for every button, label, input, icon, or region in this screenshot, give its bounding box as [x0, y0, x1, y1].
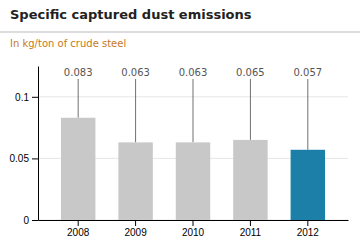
- x-tick: 2008: [67, 220, 90, 238]
- bar: [118, 142, 152, 220]
- x-tick-mark: [135, 220, 136, 226]
- data-label: 0.063: [179, 67, 208, 78]
- y-axis: 0 0.05 0.1: [10, 67, 39, 226]
- x-axis: 2008 2009 2010 2011 2012: [39, 220, 349, 238]
- separator: [0, 32, 360, 33]
- data-label: 0.057: [293, 67, 322, 78]
- x-tick-mark: [78, 220, 79, 226]
- bar: [233, 140, 267, 220]
- leader-line: [250, 79, 251, 140]
- plot-area: [61, 79, 325, 220]
- data-label: 0.063: [121, 67, 150, 78]
- title: Specific captured dust emissions: [10, 7, 252, 22]
- x-tick-label: 2008: [67, 227, 90, 238]
- x-tick: 2009: [124, 220, 147, 238]
- leader-line: [193, 79, 194, 142]
- data-labels: 0.083 0.063 0.063 0.065 0.057: [64, 67, 322, 78]
- y-tick: 0.05: [10, 153, 38, 164]
- bar: [61, 118, 95, 220]
- x-tick-mark: [193, 220, 194, 226]
- bar: [291, 150, 325, 220]
- x-tick: 2010: [182, 220, 205, 238]
- leader-line: [307, 79, 308, 150]
- leader-line: [135, 79, 136, 142]
- y-tick-mark: [32, 158, 38, 159]
- y-axis-line: [38, 67, 39, 221]
- y-tick: 0.1: [15, 92, 38, 103]
- x-tick-label: 2010: [182, 227, 205, 238]
- x-tick: 2012: [297, 220, 320, 238]
- data-label: 0.083: [64, 67, 93, 78]
- leader-line: [78, 79, 79, 118]
- x-tick-label: 2011: [240, 227, 262, 238]
- data-label: 0.065: [236, 67, 265, 78]
- subtitle: In kg/ton of crude steel: [10, 38, 126, 49]
- x-tick-mark: [250, 220, 251, 226]
- y-tick-mark: [32, 97, 38, 98]
- x-tick-label: 2009: [124, 227, 147, 238]
- x-tick-mark: [307, 220, 308, 226]
- y-tick-mark: [32, 220, 38, 221]
- bar: [176, 142, 210, 220]
- x-tick: 2011: [240, 220, 262, 238]
- y-tick-label: 0.1: [15, 92, 29, 103]
- chart: Specific captured dust emissions In kg/to…: [0, 0, 360, 242]
- y-tick-label: 0: [23, 215, 29, 226]
- y-tick: 0: [23, 215, 38, 226]
- x-tick-label: 2012: [297, 227, 320, 238]
- y-tick-label: 0.05: [10, 153, 30, 164]
